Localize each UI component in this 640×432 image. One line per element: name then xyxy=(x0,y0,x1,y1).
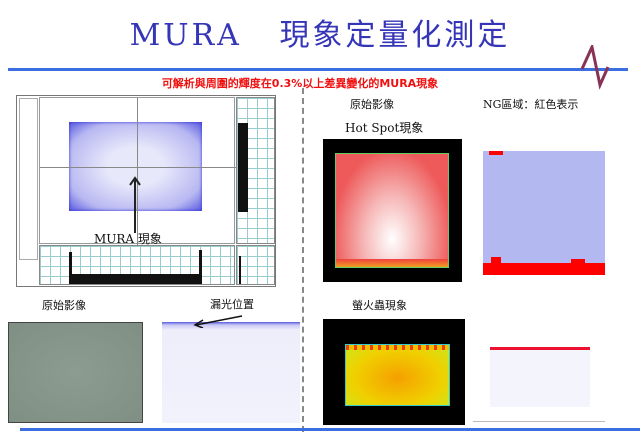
histogram-bar xyxy=(239,256,241,284)
horizontal-profile xyxy=(39,245,235,285)
subtitle: 可解析與周圍的輝度在0.3%以上差異變化的MURA現象 xyxy=(161,77,439,90)
hotspot-heatmap xyxy=(335,153,449,268)
leak-label: 漏光位置 xyxy=(210,298,254,311)
crosshair-horizontal xyxy=(40,167,236,168)
section-divider xyxy=(302,88,304,432)
firefly-ng-underline xyxy=(473,421,605,422)
raw-image-label-left: 原始影像 xyxy=(42,299,86,312)
title-cjk: 現象定量化測定 xyxy=(279,18,511,53)
header-rule xyxy=(8,68,628,71)
scale-bar xyxy=(19,98,38,260)
footer-rule xyxy=(20,428,640,431)
zigzag-logo-icon xyxy=(580,45,610,90)
raw-panel-photo xyxy=(8,322,143,423)
histogram xyxy=(236,245,275,285)
ng-region-map xyxy=(483,151,605,275)
ng-region-top xyxy=(489,151,503,155)
leak-heatmap xyxy=(162,322,300,423)
vertical-profile xyxy=(236,97,275,244)
profile-edge-left xyxy=(69,252,72,276)
title-latin: MURA xyxy=(129,18,242,53)
firefly-ng-map xyxy=(490,347,590,407)
mura-annotation: MURA 現象 xyxy=(94,232,162,246)
firefly-label: 螢火蟲現象 xyxy=(352,299,407,312)
ng-region-spike xyxy=(491,257,501,265)
hotspot-label: Hot Spot現象 xyxy=(345,121,424,135)
page-title: MURA 現象定量化測定 xyxy=(0,10,640,54)
mura-analysis-panel xyxy=(16,95,276,287)
horizontal-profile-fill xyxy=(69,274,202,284)
ng-region-spike xyxy=(571,259,585,265)
firefly-top-dots xyxy=(346,345,449,350)
crosshair-vertical xyxy=(137,98,138,245)
ng-region-bottom xyxy=(483,263,605,275)
raw-image-label-right: 原始影像 xyxy=(350,98,394,111)
vertical-profile-fill xyxy=(238,123,248,212)
ng-label: NG區域：紅色表示 xyxy=(483,98,579,111)
profile-edge-right xyxy=(199,250,202,276)
arrow-left-icon xyxy=(193,315,243,328)
hotspot-image xyxy=(323,139,462,282)
arrow-up-icon xyxy=(129,176,141,233)
firefly-heatmap xyxy=(345,344,450,406)
hotspot-bottom-band xyxy=(336,259,448,267)
firefly-image xyxy=(323,319,465,425)
